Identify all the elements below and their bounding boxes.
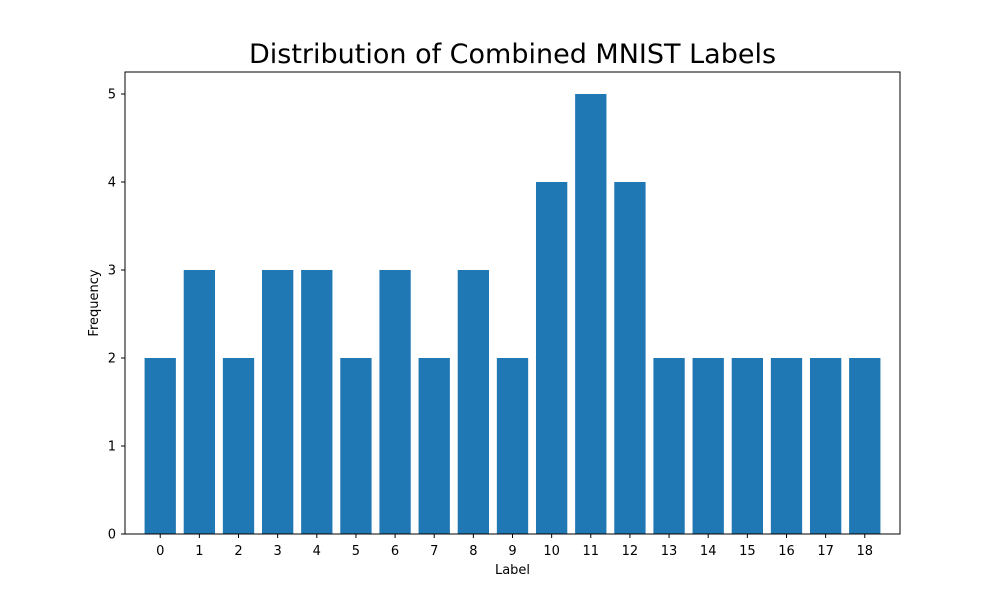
bar-label-11 (575, 94, 607, 534)
x-tick-label: 4 (313, 544, 321, 559)
y-tick-label: 1 (108, 440, 116, 455)
y-tick-label: 5 (108, 88, 116, 103)
x-tick-label: 1 (195, 544, 203, 559)
y-tick-label: 2 (108, 352, 116, 367)
x-tick-label: 17 (817, 544, 834, 559)
x-axis-label: Label (495, 563, 530, 578)
bar-label-18 (849, 358, 881, 534)
x-tick-label: 2 (234, 544, 242, 559)
x-tick-label: 14 (700, 544, 717, 559)
y-tick-label: 0 (108, 528, 116, 543)
x-tick-label: 3 (274, 544, 282, 559)
x-tick-label: 10 (543, 544, 560, 559)
x-tick-label: 6 (391, 544, 399, 559)
x-tick-label: 13 (661, 544, 678, 559)
x-tick-label: 18 (856, 544, 873, 559)
x-tick-label: 9 (508, 544, 516, 559)
chart-title: Distribution of Combined MNIST Labels (249, 39, 776, 70)
y-tick-label: 3 (108, 264, 116, 279)
x-tick-label: 8 (469, 544, 477, 559)
bars-layer (144, 94, 881, 534)
bar-label-8 (457, 270, 490, 534)
x-tick-label: 12 (622, 544, 639, 559)
y-tick-label: 4 (108, 176, 116, 191)
x-axis: 0 1 2 3 4 5 6 7 8 9 10 11 12 13 14 15 16 17 18 (156, 534, 873, 559)
x-tick-label: 0 (156, 544, 164, 559)
bar-label-7 (418, 358, 450, 534)
bar-label-12 (614, 182, 646, 534)
bar-label-10 (535, 182, 568, 534)
x-tick-label: 15 (739, 544, 756, 559)
bar-label-6 (379, 270, 411, 534)
x-tick-label: 16 (778, 544, 795, 559)
bar-label-16 (770, 358, 803, 534)
bar-label-14 (692, 358, 724, 534)
y-axis: 0 1 2 3 4 5 (108, 88, 125, 543)
bar-label-1 (183, 270, 216, 534)
x-tick-label: 5 (352, 544, 360, 559)
bar-label-2 (222, 358, 255, 534)
bar-label-4 (301, 270, 333, 534)
bar-label-15 (731, 358, 764, 534)
y-axis-label: Frequency (87, 269, 102, 336)
x-tick-label: 7 (430, 544, 438, 559)
x-tick-label: 11 (583, 544, 600, 559)
bar-label-5 (340, 358, 372, 534)
bar-label-3 (261, 270, 294, 534)
bar-label-0 (144, 358, 176, 534)
bar-label-13 (653, 358, 685, 534)
bar-label-17 (809, 358, 842, 534)
bar-label-9 (496, 358, 529, 534)
